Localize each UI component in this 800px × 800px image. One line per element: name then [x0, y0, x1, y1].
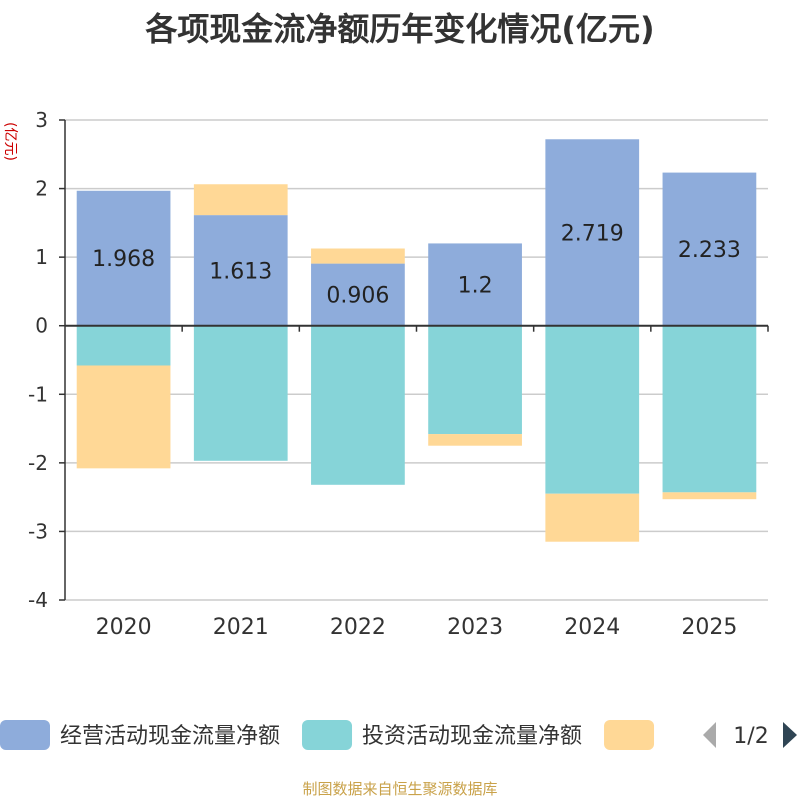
- x-tick-label-2022: 2022: [330, 615, 386, 640]
- legend-next-icon[interactable]: [783, 722, 797, 748]
- y-tick-label: 2: [35, 177, 48, 201]
- bar-2022-series-2[interactable]: [311, 248, 405, 264]
- legend-prev-icon[interactable]: [703, 722, 716, 748]
- bar-2021-series-0[interactable]: [193, 215, 288, 326]
- bar-2024-series-2[interactable]: [545, 493, 640, 542]
- bar-2024-series-0[interactable]: [545, 139, 640, 326]
- bar-2023-series-2[interactable]: [428, 434, 522, 446]
- y-tick-label: 0: [35, 314, 48, 338]
- source-note: 制图数据来自恒生聚源数据库: [302, 780, 498, 798]
- y-tick-label: 1: [35, 245, 48, 269]
- y-tick-label: -4: [28, 588, 48, 612]
- bar-2025-series-2[interactable]: [662, 492, 757, 500]
- x-tick-label-2025: 2025: [681, 615, 737, 640]
- bar-2021-series-1[interactable]: [193, 325, 288, 461]
- data-label-2022: 0.906: [326, 284, 389, 309]
- y-tick-label: 3: [35, 108, 48, 132]
- grid-lines: [65, 119, 768, 601]
- data-label-2023: 1.2: [458, 274, 493, 299]
- y-tick-label: -1: [28, 382, 48, 406]
- x-tick-label-2020: 2020: [96, 615, 152, 640]
- bar-2023-series-0[interactable]: [428, 243, 522, 326]
- bar-2022-series-1[interactable]: [311, 325, 405, 485]
- chart-canvas: (亿元) 3 2 1 0 -1 -2 -3 -4 2020 2021 2022 2023 2024 202…: [0, 108, 797, 750]
- x-tick-label-2023: 2023: [447, 615, 503, 640]
- legend-swatch-2[interactable]: [604, 720, 655, 750]
- chart-title: 各项现金流净额历年变化情况(亿元): [145, 10, 655, 48]
- data-labels-group: 1.968 1.613 0.906 1.2 2.719 2.233: [92, 221, 741, 308]
- y-tick-label: -3: [28, 519, 48, 543]
- bar-2021-series-2[interactable]: [193, 184, 288, 216]
- bar-2020-series-0[interactable]: [76, 190, 171, 326]
- legend-page-indicator: 1/2: [733, 724, 768, 749]
- x-tick-label-2024: 2024: [564, 615, 620, 640]
- y-axis-label: (亿元): [2, 122, 18, 161]
- data-label-2024: 2.719: [561, 221, 624, 246]
- data-label-2020: 1.968: [92, 247, 155, 272]
- bar-2020-series-1[interactable]: [76, 325, 171, 366]
- x-tick-label-2021: 2021: [213, 615, 269, 640]
- legend-swatch-1[interactable]: [302, 720, 353, 750]
- data-label-2025: 2.233: [678, 238, 741, 263]
- legend-swatch-0[interactable]: [0, 720, 50, 750]
- bar-2024-series-1[interactable]: [545, 325, 640, 494]
- data-label-2021: 1.613: [209, 259, 272, 284]
- bars-group: [76, 139, 757, 542]
- bar-2020-series-2[interactable]: [76, 365, 171, 469]
- legend-label-1[interactable]: 投资活动现金流量净额: [362, 724, 582, 749]
- axes-group: 3 2 1 0 -1 -2 -3 -4 2020 2021 2022 2023 2024 2025: [28, 108, 769, 640]
- bar-2025-series-0[interactable]: [662, 172, 757, 326]
- legend: 经营活动现金流量净额 投资活动现金流量净额 1/2: [0, 720, 797, 750]
- bar-2023-series-1[interactable]: [428, 325, 522, 435]
- legend-label-0[interactable]: 经营活动现金流量净额: [60, 724, 280, 749]
- bar-2022-series-0[interactable]: [311, 263, 405, 326]
- bar-2025-series-1[interactable]: [662, 325, 757, 493]
- y-tick-label: -2: [28, 451, 48, 475]
